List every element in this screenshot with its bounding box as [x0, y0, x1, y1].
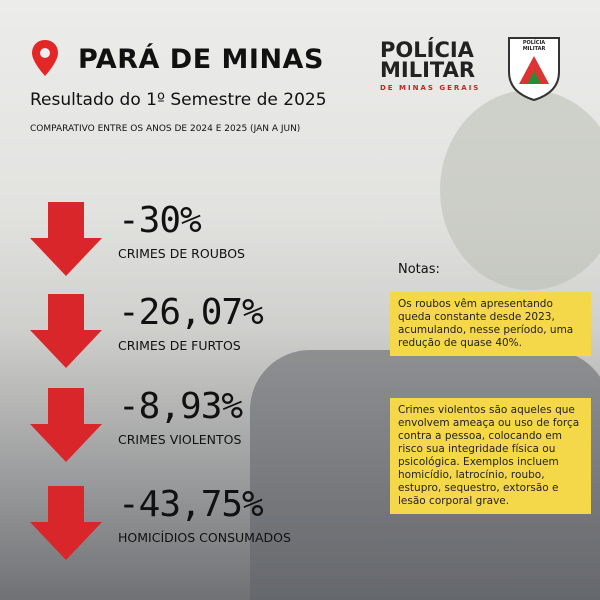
item-label: CRIMES DE FURTOS — [118, 338, 241, 353]
down-arrow — [30, 294, 102, 368]
note: Crimes violentos são aqueles que envolve… — [390, 398, 591, 514]
note: Os roubos vêm apresentando queda constan… — [390, 292, 591, 356]
badge — [508, 37, 560, 102]
item-value: -8,93% — [118, 386, 243, 427]
pin-icon — [32, 40, 58, 76]
item-label: HOMICÍDIOS CONSUMADOS — [118, 530, 291, 545]
item-label: CRIMES VIOLENTOS — [118, 432, 242, 447]
logo-text: DE MINAS GERAIS — [380, 84, 481, 92]
caption: COMPARATIVO ENTRE OS ANOS DE 2024 E 2025… — [30, 124, 301, 134]
notes-title: Notas: — [398, 262, 440, 277]
down-arrow — [30, 388, 102, 462]
item-value: -43,75% — [118, 484, 264, 525]
logo-text: MILITAR — [380, 58, 476, 82]
item-label: CRIMES DE ROUBOS — [118, 246, 245, 261]
subtitle: Resultado do 1º Semestre de 2025 — [30, 90, 327, 110]
badge-text: POLÍCIA MILITAR — [522, 40, 546, 52]
title: PARÁ DE MINAS — [78, 44, 324, 75]
logo-text: POLÍCIA — [380, 38, 474, 62]
tree-background — [440, 90, 600, 290]
down-arrow — [30, 202, 102, 276]
down-arrow — [30, 486, 102, 560]
item-value: -30% — [118, 200, 202, 241]
item-value: -26,07% — [118, 292, 264, 333]
